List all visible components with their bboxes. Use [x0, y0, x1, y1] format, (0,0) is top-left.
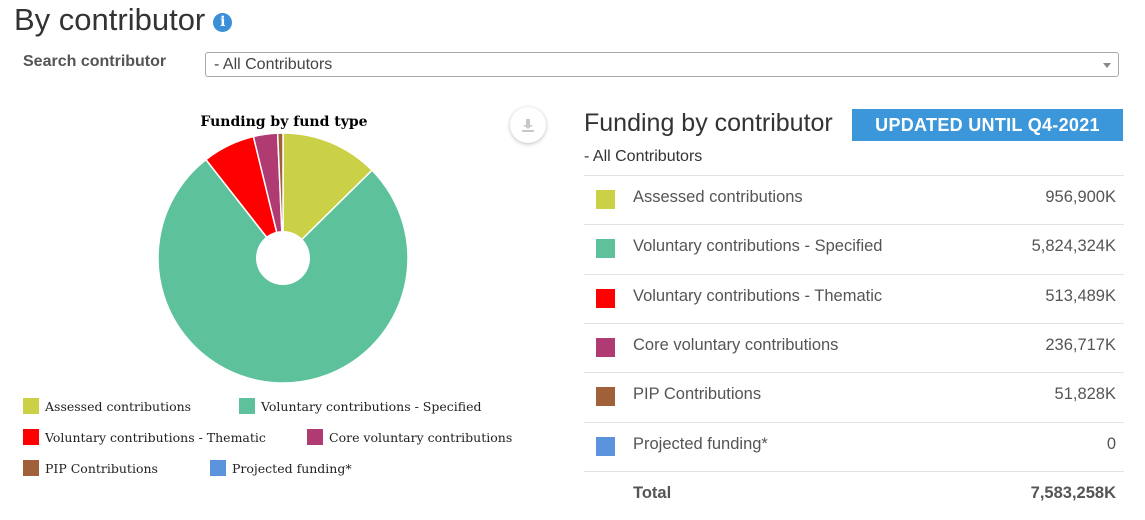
search-contributor-label: Search contributor — [23, 53, 167, 70]
table-row: PIP Contributions 51,828K — [584, 372, 1124, 421]
legend-swatch — [23, 429, 39, 445]
pie-chart — [157, 132, 409, 384]
table-row: Voluntary contributions - Specified 5,824… — [584, 224, 1124, 273]
row-color-swatch — [596, 190, 615, 209]
legend-label: Core voluntary contributions — [329, 429, 513, 445]
row-label: Voluntary contributions - Thematic — [633, 286, 883, 305]
row-label: PIP Contributions — [633, 385, 762, 404]
legend-item[interactable]: Voluntary contributions - Thematic — [23, 429, 266, 445]
row-value: 5,824,324K — [1031, 237, 1116, 256]
pie-slice-assessed-contributions[interactable] — [282, 132, 374, 260]
legend-item[interactable]: Assessed contributions — [23, 398, 191, 414]
total-value: 7,583,258K — [1030, 483, 1116, 502]
page-title-text: By contributor — [14, 2, 206, 37]
panel-subtitle: - All Contributors — [584, 148, 703, 165]
legend-item[interactable]: Voluntary contributions - Specified — [239, 398, 482, 414]
pie-slice-pip-contributions[interactable] — [276, 132, 284, 259]
row-label: Projected funding* — [633, 434, 768, 453]
table-total-row: Total 7,583,258K — [584, 470, 1124, 520]
total-label: Total — [633, 483, 672, 502]
row-color-swatch — [596, 288, 615, 308]
row-value: 0 — [1106, 434, 1116, 453]
legend-swatch — [307, 429, 323, 445]
legend-label: Projected funding* — [232, 460, 352, 476]
updated-badge: UPDATED UNTIL Q4-2021 — [852, 109, 1123, 141]
page-title: By contributor i — [14, 2, 233, 38]
row-value: 956,900K — [1045, 188, 1116, 206]
download-icon — [522, 119, 534, 132]
legend-label: Assessed contributions — [45, 398, 192, 414]
download-button[interactable] — [510, 107, 546, 143]
table-row: Projected funding* 0 — [584, 421, 1124, 471]
chart-title: Funding by fund type — [200, 114, 368, 130]
legend-label: Voluntary contributions - Specified — [261, 398, 482, 414]
row-color-swatch — [596, 239, 615, 259]
legend-item[interactable]: Core voluntary contributions — [307, 429, 512, 445]
panel-title: Funding by contributor — [584, 109, 833, 137]
row-value: 513,489K — [1045, 286, 1116, 305]
legend-item[interactable]: PIP Contributions — [23, 460, 158, 476]
row-value: 236,717K — [1045, 335, 1116, 354]
row-color-swatch — [596, 436, 615, 456]
legend-item[interactable]: Projected funding* — [210, 460, 352, 476]
row-label: Core voluntary contributions — [633, 335, 839, 354]
donut-hole — [256, 231, 310, 285]
legend-swatch — [23, 398, 39, 414]
info-icon[interactable]: i — [213, 12, 233, 32]
row-label: Assessed contributions — [633, 188, 803, 206]
legend-swatch — [239, 398, 255, 414]
table-row: Voluntary contributions - Thematic 513,48… — [584, 273, 1124, 323]
row-label: Voluntary contributions - Specified — [633, 237, 883, 256]
table-row: Assessed contributions 956,900K — [584, 175, 1124, 224]
contributor-select[interactable]: - All Contributors — [205, 52, 1119, 77]
row-color-swatch — [596, 337, 615, 357]
table-row: Core voluntary contributions 236,717K — [584, 322, 1124, 372]
row-color-swatch — [596, 387, 615, 407]
legend-label: Voluntary contributions - Thematic — [45, 429, 266, 445]
chevron-down-icon — [1103, 63, 1111, 68]
row-value: 51,828K — [1054, 385, 1116, 404]
legend-swatch — [210, 460, 226, 476]
legend-label: PIP Contributions — [45, 460, 158, 476]
contributor-select-value: - All Contributors — [214, 56, 333, 73]
legend-swatch — [23, 460, 39, 476]
fund-type-chart: Funding by fund type Assessed contributi… — [0, 95, 560, 495]
